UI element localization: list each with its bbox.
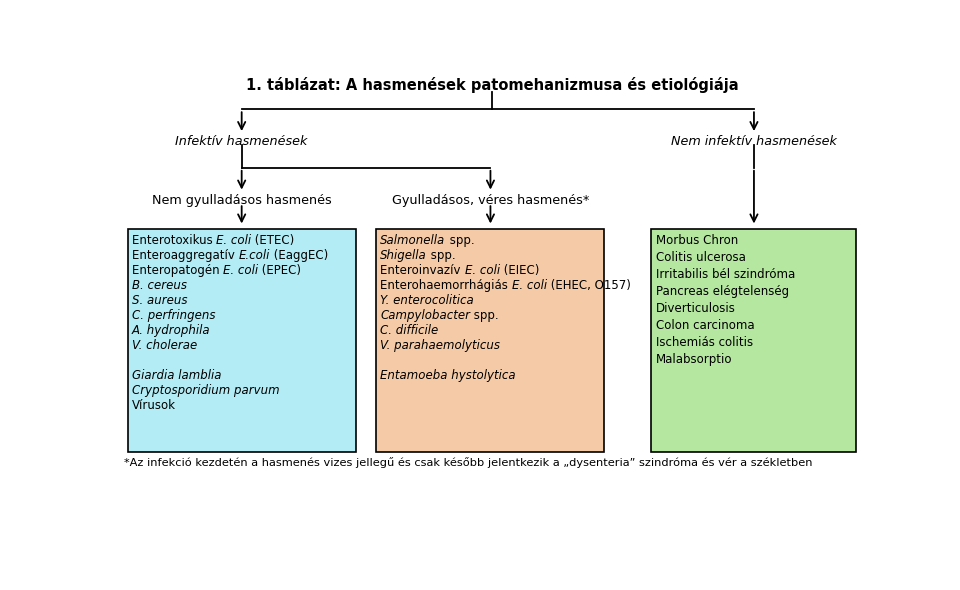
Text: Nem gyulladásos hasmenés: Nem gyulladásos hasmenés [152,194,331,207]
Text: E. coli: E. coli [223,264,258,277]
Text: Vírusok: Vírusok [132,399,176,412]
Text: V. parahaemolyticus: V. parahaemolyticus [380,339,500,352]
Text: Infektív hasmenések: Infektív hasmenések [176,136,308,149]
Text: Pancreas elégtelenség: Pancreas elégtelenség [656,285,789,298]
Text: Shigella: Shigella [380,249,427,262]
Text: Irritabilis bél szindróma: Irritabilis bél szindróma [656,268,795,281]
Text: C. difficile: C. difficile [380,324,439,337]
Text: Malabsorptio: Malabsorptio [656,353,732,366]
Text: (EHEC, O157): (EHEC, O157) [547,279,631,292]
Text: E. coli: E. coli [465,264,500,277]
Text: Enterohaemorrhágiás: Enterohaemorrhágiás [380,279,512,292]
Text: (ETEC): (ETEC) [252,234,295,247]
Text: Entamoeba hystolytica: Entamoeba hystolytica [380,369,516,382]
Text: Cryptosporidium parvum: Cryptosporidium parvum [132,384,279,397]
Text: Enteroinvazív: Enteroinvazív [380,264,465,277]
Text: Enteroaggregatív: Enteroaggregatív [132,249,238,262]
Text: C. perfringens: C. perfringens [132,309,215,322]
Text: spp.: spp. [445,234,474,247]
Text: E. coli: E. coli [216,234,252,247]
Text: B. cereus: B. cereus [132,279,186,292]
Text: *Az infekció kezdetén a hasmenés vizes jellegű és csak később jelentkezik a „dys: *Az infekció kezdetén a hasmenés vizes j… [124,457,812,468]
Text: Diverticulosis: Diverticulosis [656,302,735,315]
Text: spp.: spp. [427,249,456,262]
Text: (EPEC): (EPEC) [258,264,301,277]
Bar [375,229,605,452]
Text: S. aureus: S. aureus [132,294,187,307]
Text: E. coli: E. coli [512,279,547,292]
Text: Salmonella: Salmonella [380,234,445,247]
Text: Ischemiás colitis: Ischemiás colitis [656,336,753,349]
Text: 1. táblázat: A hasmenések patomehanizmusa és etiológiája: 1. táblázat: A hasmenések patomehanizmus… [246,77,738,93]
Text: Morbus Chron: Morbus Chron [656,234,738,247]
Text: Colon carcinoma: Colon carcinoma [656,319,755,332]
Text: Enterotoxikus: Enterotoxikus [132,234,216,247]
Text: Giardia lamblia: Giardia lamblia [132,369,221,382]
Text: spp.: spp. [470,309,499,322]
Text: Nem infektív hasmenések: Nem infektív hasmenések [671,136,837,149]
Bar [128,229,356,452]
Text: (EIEC): (EIEC) [500,264,540,277]
Text: V. cholerae: V. cholerae [132,339,197,352]
Text: Y. enterocolitica: Y. enterocolitica [380,294,474,307]
Bar [651,229,856,452]
Text: Campylobacter: Campylobacter [380,309,470,322]
Text: Colitis ulcerosa: Colitis ulcerosa [656,251,745,264]
Text: A. hydrophila: A. hydrophila [132,324,210,337]
Text: Enteropatogén: Enteropatogén [132,264,223,277]
Text: (EaggEC): (EaggEC) [270,249,328,262]
Text: Gyulladásos, véres hasmenés*: Gyulladásos, véres hasmenés* [392,194,589,207]
Text: E.coli: E.coli [238,249,270,262]
